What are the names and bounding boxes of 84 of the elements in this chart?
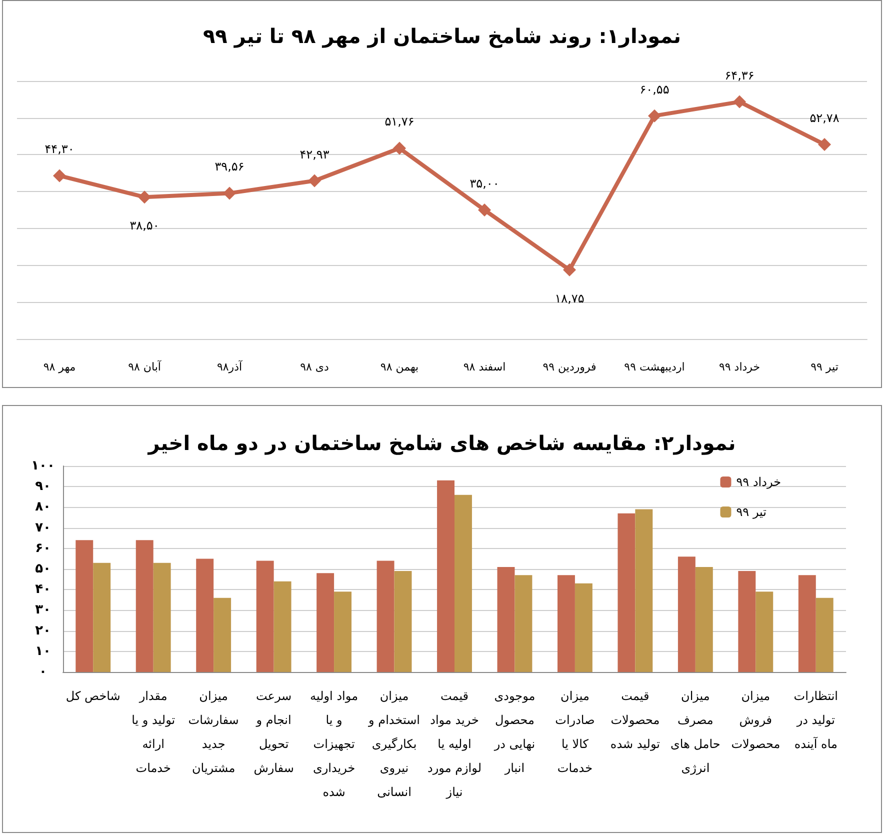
- point: [733, 95, 746, 108]
- x-tick-label: اسفند ۹۸: [463, 360, 506, 374]
- bar: [274, 581, 292, 672]
- x-tick-label: بهمن ۹۸: [380, 360, 419, 374]
- y-tick-label: ۶۰: [35, 540, 51, 556]
- x-tick-label: سرعت انجام و تحویل سفارش: [254, 689, 294, 775]
- x-tick-label: مقدار تولید و یا ارائه خدمات: [132, 689, 176, 775]
- point: [393, 142, 406, 155]
- x-tick-label: قیمت خرید مواد اولیه یا لوازم مورد نیاز: [428, 689, 482, 799]
- x-tick-label: اردیبهشت ۹۹: [624, 360, 685, 374]
- x-tick-label: دی ۹۸: [300, 360, 330, 374]
- bar: [214, 598, 232, 672]
- x-tick-label: قیمت محصولات تولید شده: [610, 689, 660, 751]
- x-tick-label: موجودی محصول نهایی در انبار: [493, 689, 536, 775]
- bar: [376, 560, 394, 672]
- bar: [316, 573, 334, 672]
- bar: [678, 556, 696, 672]
- bar: [756, 592, 774, 672]
- x-tick-label: میزان سفارشات جدید مشتریان: [188, 689, 239, 775]
- data-label: ۵۲,۷۸: [810, 110, 840, 125]
- x-tick-label: تیر ۹۹: [810, 360, 838, 374]
- y-tick-label: ۹۰: [35, 479, 51, 494]
- chart-title: نمودار۲: مقایسه شاخص های شامخ ساختمان در دو ماه اخیر: [147, 431, 736, 455]
- bar: [557, 575, 575, 672]
- point: [478, 204, 491, 216]
- data-label: ۶۰,۵۵: [640, 82, 670, 96]
- y-tick-label: ۵۰: [35, 562, 51, 576]
- y-tick-label: ۱۰: [35, 644, 51, 659]
- x-tick-label: میزان صادرات کالا یا خدمات: [555, 689, 595, 775]
- data-label: ۳۹,۵۶: [214, 160, 244, 174]
- x-tick-label: مهر ۹۸: [43, 360, 76, 374]
- bar: [76, 540, 94, 672]
- bar: [136, 540, 154, 672]
- y-tick-label: ۴۰: [35, 582, 51, 598]
- data-label: ۳۸,۵۰: [130, 218, 160, 233]
- x-tick-label: آذر۹۸: [216, 360, 243, 374]
- y-tick-label: ۰: [39, 664, 47, 680]
- y-tick-label: ۳۰: [35, 602, 51, 618]
- x-tick-label: مواد اولیه و یا تجهیزات خریداری شده: [310, 689, 358, 799]
- data-label: ۵۱,۷۶: [384, 114, 414, 129]
- bar: [574, 583, 592, 672]
- y-tick-label: ۷۰: [35, 520, 51, 536]
- x-tick-label: شاخص کل: [66, 689, 120, 703]
- point: [223, 186, 236, 200]
- bar: [635, 509, 653, 672]
- x-tick-label: میزان مصرف حامل های انرژی: [670, 689, 720, 775]
- x-tick-label: آبان ۹۸: [128, 360, 162, 374]
- bar: [153, 562, 171, 672]
- bar: [334, 592, 352, 672]
- x-tick-label: خرداد ۹۹: [718, 360, 760, 374]
- point: [818, 138, 831, 151]
- data-label: ۱۸,۷۵: [554, 291, 584, 306]
- bar: [514, 575, 532, 672]
- y-tick-label: ۱۰۰: [31, 458, 55, 474]
- y-tick-label: ۲۰: [35, 623, 51, 638]
- chart-title: نمودار۱: روند شامخ ساختمان از مهر ۹۸ تا تیر ۹۹: [202, 24, 682, 48]
- point: [648, 109, 661, 122]
- legend-label: تیر ۹۹: [736, 505, 767, 519]
- x-tick-label: میزان استخدام و بکارگیری نیروی انسانی: [368, 689, 420, 799]
- bar: [695, 566, 713, 672]
- bar: [256, 560, 274, 672]
- bar: [394, 571, 412, 672]
- bar: [437, 480, 454, 672]
- x-tick-label: میزان فروش محصولات: [731, 689, 780, 751]
- data-label: ۳۵,۰۰: [470, 176, 500, 190]
- data-label: ۴۴,۳۰: [44, 142, 74, 156]
- bar: [798, 575, 816, 672]
- bar: [816, 598, 834, 672]
- data-label: ۴۲,۹۳: [300, 147, 330, 162]
- point: [308, 174, 321, 188]
- legend-label: خرداد ۹۹: [736, 475, 781, 489]
- bar: [497, 566, 515, 672]
- bar: [196, 558, 214, 672]
- bar: [454, 494, 472, 672]
- point: [563, 263, 576, 276]
- y-tick-label: ۸۰: [35, 500, 51, 515]
- x-tick-label: فروردین ۹۹: [542, 360, 596, 374]
- data-label: ۶۴,۳۶: [724, 68, 754, 82]
- bar: [738, 571, 756, 672]
- point: [138, 190, 151, 204]
- point: [53, 169, 66, 182]
- bar: [93, 562, 111, 672]
- bar: [618, 513, 636, 672]
- x-tick-label: انتظارات تولید در ماه آینده: [794, 689, 838, 751]
